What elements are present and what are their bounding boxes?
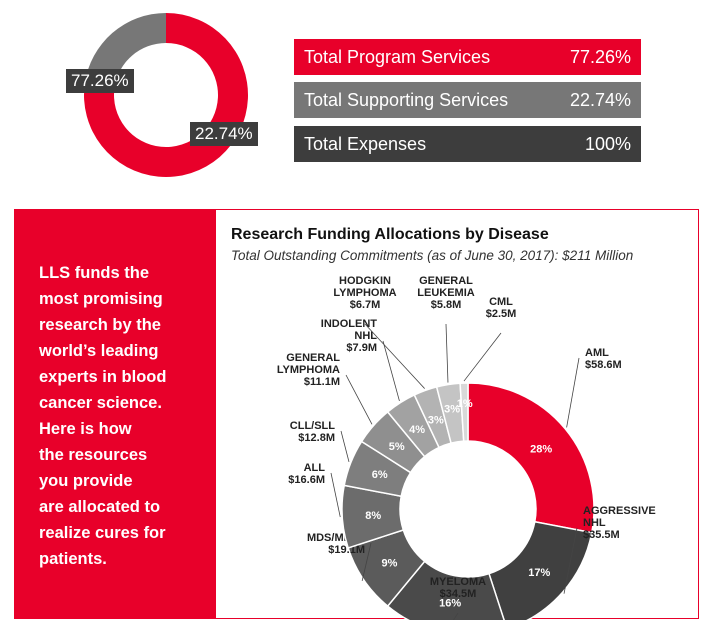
slice-aml: 28% AML$58.6M	[467, 347, 622, 534]
slice-name-label: CLL/SLL	[290, 420, 335, 432]
legend-row-total-expenses: Total Expenses 100%	[294, 126, 641, 162]
legend-label: Total Supporting Services	[304, 89, 509, 110]
slice-aggressive-nhl: 17% AGGRESSIVE NHL$35.5M	[488, 505, 656, 620]
slice-amount-label: $35.5M	[583, 529, 620, 541]
slice-percent-label: 4%	[409, 424, 425, 436]
slice-amount-label: $11.1M	[304, 376, 340, 388]
slice-percent-label: 28%	[530, 443, 552, 455]
slice-percent-label: 3%	[428, 415, 444, 427]
slice-amount-label: $19.1M	[328, 544, 365, 556]
donut-slice-supporting-services	[84, 12, 166, 88]
donut-slice	[467, 382, 595, 534]
slice-cml: 1% CML$2.5M	[457, 296, 517, 442]
panel-sidebar: LLS funds the most promising research by…	[15, 210, 216, 618]
donut-slice	[488, 520, 593, 620]
disease-donut-chart: 28% AML$58.6M 17% AGGRESSIVE NHL$35.5M 16% MYE…	[277, 275, 656, 620]
leader-line	[345, 374, 373, 425]
leader-line	[364, 323, 425, 389]
slice-percent-label: 8%	[365, 510, 381, 522]
slice-myeloma: 16% MYELOMA$34.5M	[386, 560, 505, 620]
program-services-donut-label: 77.26%	[66, 69, 134, 93]
legend-label: Total Program Services	[304, 46, 491, 67]
slice-percent-label: 17%	[528, 567, 550, 579]
slice-general-lymphoma: 5% GENERAL LYMPHOMA$11.1M	[277, 352, 426, 474]
research-funding-panel: LLS funds the most promising research by…	[14, 209, 699, 620]
leader-line	[330, 472, 341, 518]
leader-line	[382, 340, 400, 402]
donut-slice	[459, 382, 469, 442]
slice-name-label: AGGRESSIVE NHL	[583, 505, 656, 529]
slice-amount-label: $6.7M	[350, 299, 381, 311]
slice-percent-label: 3%	[444, 403, 460, 415]
leader-line	[453, 612, 459, 620]
legend-label: Total Expenses	[304, 133, 427, 154]
slice-name-label: AML	[585, 347, 609, 359]
leader-line	[340, 430, 350, 462]
slice-name-label: HODGKIN LYMPHOMA	[333, 275, 396, 299]
slice-general-leukemia: 3% GENERAL LEUKEMIA$5.8M	[417, 275, 475, 445]
slice-percent-label: 5%	[389, 441, 405, 453]
legend-value: 77.26%	[569, 46, 631, 67]
chart-subtitle: Total Outstanding Commitments (as of Jun…	[231, 248, 634, 263]
slice-name-label: MYELOMA	[430, 576, 486, 588]
slice-amount-label: $34.5M	[440, 588, 477, 600]
chart-title: Research Funding Allocations by Disease	[231, 226, 549, 243]
slice-percent-label: 6%	[372, 469, 388, 481]
panel-description: LLS funds the most promising research by…	[39, 264, 167, 568]
leader-line	[463, 332, 502, 382]
slice-cll-sll: 6% CLL/SLL$12.8M	[290, 420, 412, 498]
slice-percent-label: 9%	[381, 557, 397, 569]
slice-percent-label: 1%	[457, 398, 473, 410]
legend-row-program-services: Total Program Services 77.26%	[294, 39, 641, 75]
slice-amount-label: $2.5M	[486, 308, 517, 320]
slice-amount-label: $16.6M	[288, 474, 325, 486]
supporting-services-donut-label: 22.74%	[190, 122, 258, 146]
slice-all: 8% ALL$16.6M	[288, 462, 405, 549]
slice-amount-label: $5.8M	[431, 299, 462, 311]
leader-line	[445, 323, 449, 383]
leader-line	[361, 542, 372, 582]
slice-amount-label: $7.9M	[346, 342, 377, 354]
slice-indolent-nhl: 4% INDOLENT NHL$7.9M	[321, 318, 441, 458]
legend-value: 100%	[584, 133, 631, 154]
slice-name-label: GENERAL LEUKEMIA	[417, 275, 475, 299]
expenses-donut-chart	[84, 12, 248, 177]
leader-line	[563, 527, 578, 594]
slice-name-label: GENERAL LYMPHOMA	[277, 352, 340, 376]
slice-name-label: ALL	[304, 462, 326, 474]
legend-value: 22.74%	[569, 89, 631, 110]
slice-amount-label: $58.6M	[585, 359, 622, 371]
slice-hodgkin-lymphoma: 3% HODGKIN LYMPHOMA$6.7M	[333, 275, 453, 449]
slice-amount-label: $12.8M	[298, 432, 335, 444]
legend-row-supporting-services: Total Supporting Services 22.74%	[294, 82, 641, 118]
slice-percent-label: 16%	[439, 597, 461, 609]
slice-name-label: INDOLENT NHL	[321, 318, 378, 342]
slice-name-label: CML	[489, 296, 513, 308]
leader-line	[566, 357, 580, 428]
